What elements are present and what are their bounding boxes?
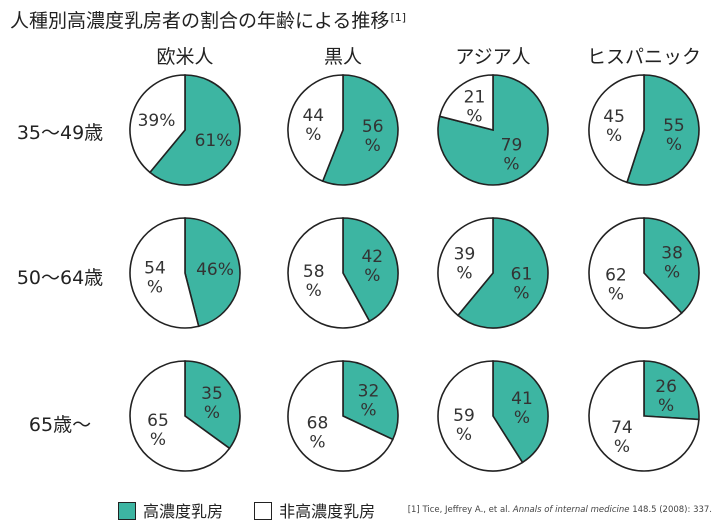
pie-slice-dense xyxy=(184,217,241,328)
pie-slice-nondense xyxy=(129,74,186,174)
pie-label-dense: 41% xyxy=(511,389,533,428)
legend-swatch-dense xyxy=(118,502,136,520)
column-header: 黒人 xyxy=(323,46,362,68)
pie-slice-nondense xyxy=(437,217,494,317)
legend-swatch-nondense xyxy=(254,502,273,520)
citation: [1] Tice, Jeffrey A., et al. Annals of i… xyxy=(407,505,712,515)
legend-item-dense: 高濃度乳房 xyxy=(118,498,223,522)
pie-slice-dense xyxy=(643,217,700,315)
pie-chart-grid: 61% 39% 56 % 44 % 79 % 21% 55 % 45 % 46% 54 % 42 % 58 % 61 % 3… xyxy=(129,74,700,472)
pie-label-dense: 38% xyxy=(661,243,683,282)
pie-label-dense: 26% xyxy=(655,377,677,416)
legend-label-nondense: 非高濃度乳房 xyxy=(279,502,376,521)
row-header: 65歳〜 xyxy=(28,414,92,436)
row-header: 50〜64歳 xyxy=(16,267,104,289)
pie-label-dense: 56% xyxy=(362,117,384,156)
pie-label-nondense: 39% xyxy=(138,111,176,131)
pie-label-nondense: 44% xyxy=(302,106,324,145)
pie-label-dense: 35% xyxy=(201,384,223,423)
pie-label-dense: 46% xyxy=(196,260,234,280)
pie-label-dense: 79% xyxy=(501,135,523,174)
column-header: ヒスパニック xyxy=(586,46,701,68)
pie-slice-dense xyxy=(148,74,241,186)
pie-slice-nondense xyxy=(437,360,524,472)
pie-label-dense: 61% xyxy=(511,265,533,304)
pie-slice-nondense xyxy=(588,74,645,184)
pie-label-nondense: 58% xyxy=(303,262,325,301)
column-header: アジア人 xyxy=(455,46,531,68)
pie-slice-nondense xyxy=(287,360,394,472)
pie-label-nondense: 21% xyxy=(464,88,486,127)
pie-slice-nondense xyxy=(287,217,371,329)
pie-label-nondense: 39% xyxy=(454,244,476,283)
legend: 高濃度乳房 非高濃度乳房 xyxy=(118,498,401,522)
citation-journal: Annals of internal medicine xyxy=(512,505,630,515)
pie-label-dense: 55% xyxy=(663,116,685,155)
pie-slice-dense xyxy=(342,217,399,323)
pie-slice-dense xyxy=(184,360,241,450)
pie-slice-dense xyxy=(625,74,700,186)
pie-label-nondense: 68% xyxy=(307,414,329,453)
pie-slice-dense xyxy=(456,217,549,329)
pie-label-dense: 61% xyxy=(195,131,233,151)
row-header: 35〜49歳 xyxy=(16,122,104,144)
pie-slice-nondense xyxy=(129,217,200,329)
pie-label-nondense: 45% xyxy=(603,107,625,146)
chart-title: 人種別高濃度乳房者の割合の年齢による推移[1] xyxy=(10,10,407,32)
pie-slice-nondense xyxy=(438,74,494,132)
pie-slice-nondense xyxy=(588,360,700,472)
legend-label-dense: 高濃度乳房 xyxy=(143,502,224,521)
pie-label-nondense: 62% xyxy=(605,266,627,305)
pie-label-dense: 42% xyxy=(361,247,383,286)
pie-slice-dense xyxy=(342,360,399,441)
pie-label-nondense: 54% xyxy=(144,258,166,297)
pie-label-dense: 32% xyxy=(358,381,380,420)
pie-label-nondense: 65% xyxy=(147,411,169,450)
pie-slice-nondense xyxy=(588,217,683,329)
pie-label-nondense: 59% xyxy=(453,406,475,445)
pie-slice-nondense xyxy=(129,360,231,472)
legend-item-nondense: 非高濃度乳房 xyxy=(254,498,375,522)
title-reference: [1] xyxy=(390,11,407,24)
pie-slice-dense xyxy=(643,360,700,421)
column-header: 欧米人 xyxy=(156,46,214,68)
pie-slice-dense xyxy=(321,74,399,186)
pie-slice-nondense xyxy=(287,74,344,183)
pie-label-nondense: 74% xyxy=(611,418,633,457)
